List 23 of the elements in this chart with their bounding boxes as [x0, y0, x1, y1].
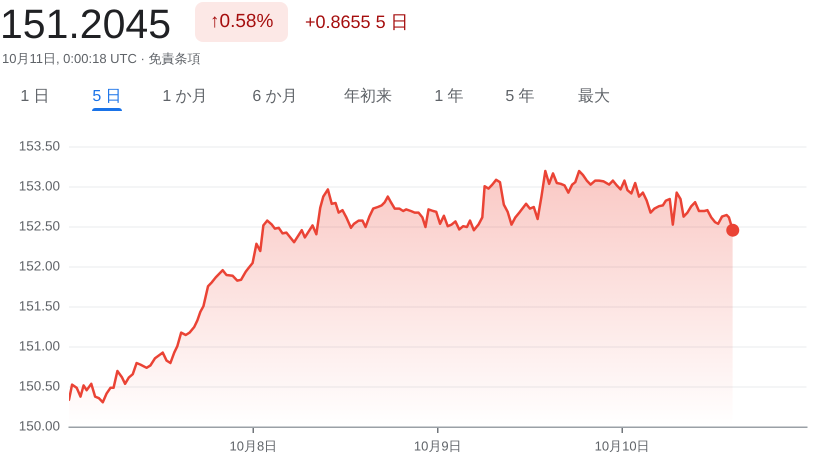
- y-tick-label: 151.00: [18, 338, 60, 354]
- text: 5 日: [92, 87, 122, 107]
- y-tick-label: 152.00: [18, 258, 60, 274]
- text: 6 か月: [252, 87, 298, 107]
- text: +0.8655 5 日: [305, 11, 409, 34]
- y-tick-label: 150.50: [18, 378, 60, 394]
- y-tick-label: 150.00: [18, 418, 60, 434]
- x-tick-label: 10月8日: [230, 438, 278, 454]
- y-tick-label: 152.50: [18, 218, 60, 234]
- y-tick-label: 153.50: [18, 138, 60, 154]
- text: 年初来: [344, 86, 392, 107]
- text: 1 か月: [162, 87, 208, 107]
- change-badge: ↑0.58%: [195, 2, 288, 42]
- text: 1 年: [434, 87, 464, 107]
- text: 1 日: [20, 87, 50, 107]
- chart-title: 151.2045: [0, 1, 172, 47]
- y-tick-label: 151.50: [18, 298, 60, 314]
- text: 5 年: [505, 87, 535, 107]
- y-tick-label: 153.00: [18, 178, 60, 194]
- text: 最大: [578, 86, 610, 107]
- chart-subtitle: 10月11日, 0:00:18 UTC · 免責条項: [2, 50, 200, 68]
- x-tick-label: 10月10日: [594, 438, 650, 454]
- x-tick-label: 10月9日: [414, 438, 462, 454]
